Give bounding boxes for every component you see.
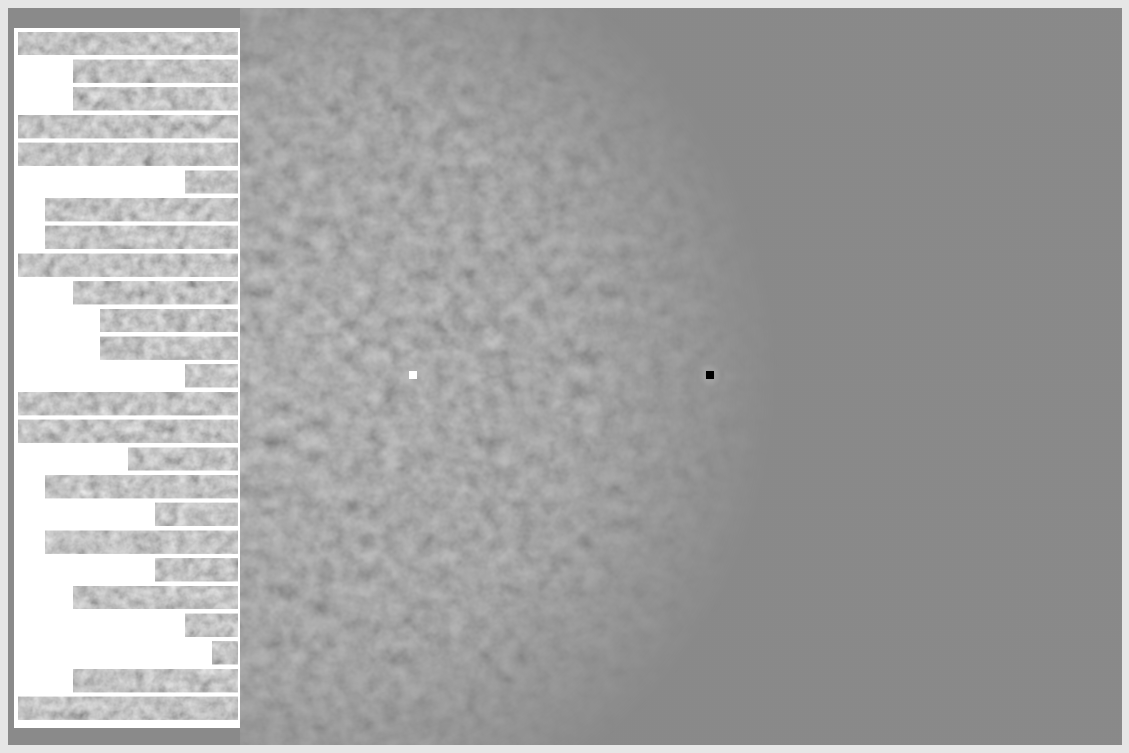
texture-bar-noise xyxy=(155,503,238,526)
texture-bar-noise xyxy=(45,226,238,249)
texture-bar-noise xyxy=(18,697,238,720)
white-marker xyxy=(409,371,417,379)
texture-bar-noise xyxy=(45,475,238,498)
texture-bar-noise xyxy=(18,392,238,415)
texture-bar-noise xyxy=(18,254,238,277)
texture-bar-noise xyxy=(18,420,238,443)
texture-bar-noise xyxy=(185,364,238,387)
texture-bar-noise xyxy=(73,669,238,692)
wave-image xyxy=(0,0,1129,753)
texture-bar-noise xyxy=(100,309,238,332)
texture-bar-noise xyxy=(18,115,238,138)
texture-bar-noise xyxy=(128,448,238,471)
page: (() => { const svg = document.getElement… xyxy=(0,0,1129,753)
texture-bar-noise xyxy=(73,586,238,609)
texture-bar-noise xyxy=(155,558,238,581)
noise-texture xyxy=(240,8,940,745)
texture-bar-noise xyxy=(185,614,238,637)
texture-bar-noise xyxy=(73,87,238,110)
texture-bar-noise xyxy=(73,281,238,304)
texture-bar-noise xyxy=(100,337,238,360)
texture-bar-noise xyxy=(212,641,238,664)
texture-bar-noise xyxy=(185,171,238,194)
noise-region xyxy=(240,8,940,745)
black-marker xyxy=(706,371,714,379)
texture-bar-noise xyxy=(45,198,238,221)
texture-bar-noise xyxy=(18,32,238,55)
texture-bar-noise xyxy=(18,143,238,166)
texture-bar-noise xyxy=(73,60,238,83)
texture-bar-noise xyxy=(45,531,238,554)
